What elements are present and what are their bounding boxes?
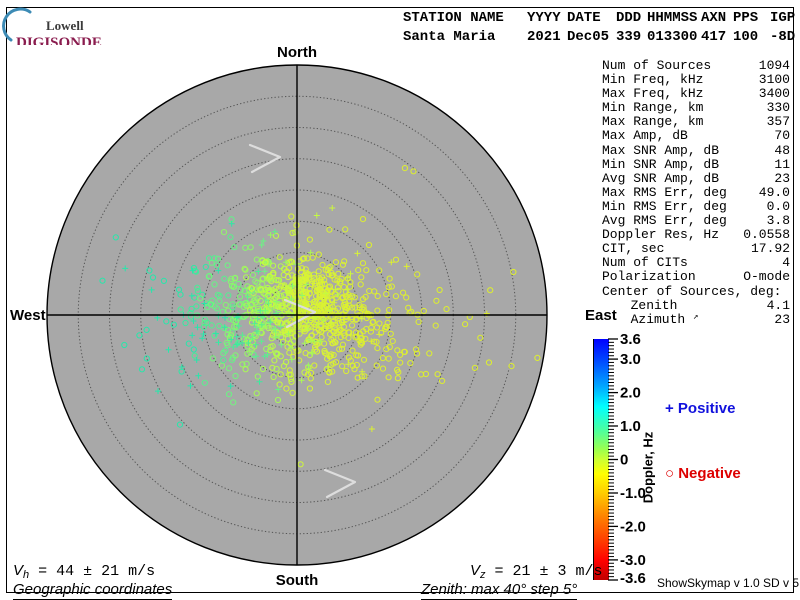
svg-text:East: East: [585, 307, 617, 324]
svg-text:West: West: [10, 307, 46, 324]
svg-text:North: North: [277, 44, 317, 61]
svg-text:South: South: [276, 572, 319, 589]
